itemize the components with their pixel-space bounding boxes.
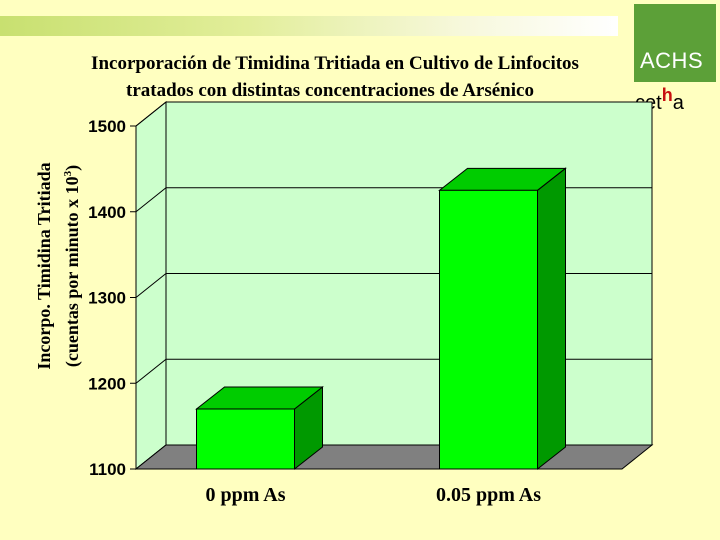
achs-logo-text: ACHS xyxy=(640,48,704,73)
header-gradient-bar xyxy=(0,16,618,36)
x-category-label: 0.05 ppm As xyxy=(436,484,541,506)
chart-title-line1: Incorporación de Timidina Tritiada en Cu… xyxy=(91,53,579,74)
y-tick-label: 1100 xyxy=(89,460,126,479)
cetha-h: h xyxy=(661,85,673,105)
y-tick-label: 1300 xyxy=(88,289,126,308)
chart-title-line2: tratados con distintas concentraciones d… xyxy=(126,80,534,101)
chart-title: Incorporación de Timidina Tritiada en Cu… xyxy=(0,50,660,104)
x-category-label: 0 ppm As xyxy=(205,484,285,506)
cetha-suffix: a xyxy=(672,92,684,114)
y-tick-label: 1400 xyxy=(88,203,126,222)
y-tick-label: 1200 xyxy=(88,374,126,393)
bar-side xyxy=(537,167,566,471)
bar-front xyxy=(196,408,295,470)
achs-logo xyxy=(634,4,716,82)
y-gridline xyxy=(135,101,652,127)
bar-front xyxy=(439,189,538,470)
y-tick-label: 1500 xyxy=(88,117,126,136)
